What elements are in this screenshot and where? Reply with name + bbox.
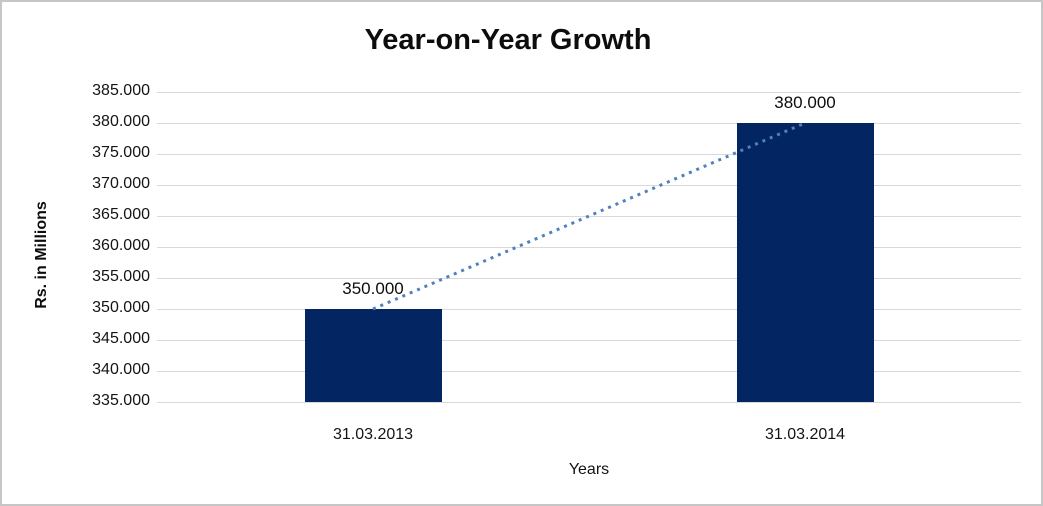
y-tick-label: 355.000 — [92, 268, 150, 285]
gridline — [157, 123, 1021, 124]
x-tick-label: 31.03.2014 — [764, 426, 846, 443]
y-tick-label: 345.000 — [92, 330, 150, 347]
y-tick-label: 380.000 — [92, 113, 150, 130]
data-label: 350.000 — [342, 279, 404, 298]
y-tick-label: 385.000 — [92, 82, 150, 99]
gridline — [157, 309, 1021, 310]
y-tick-label: 335.000 — [92, 392, 150, 409]
y-tick-label: 375.000 — [92, 144, 150, 161]
gridline — [157, 371, 1021, 372]
gridline — [157, 402, 1021, 403]
y-tick-label: 340.000 — [92, 361, 150, 378]
y-tick-label: 365.000 — [92, 206, 150, 223]
trendline — [372, 121, 806, 311]
x-tick-label: 31.03.2013 — [332, 426, 414, 443]
plot-area: 350.000 380.000 — [157, 92, 1021, 403]
gridline — [157, 92, 1021, 93]
chart-title: Year-on-Year Growth — [364, 24, 652, 56]
y-tick-label: 350.000 — [92, 299, 150, 316]
gridline — [157, 185, 1021, 186]
y-tick-label: 360.000 — [92, 237, 150, 254]
gridline — [157, 340, 1021, 341]
gridline — [157, 154, 1021, 155]
bar-31.03.2014 — [736, 123, 874, 402]
y-axis-title: Rs. in Millions — [33, 201, 50, 309]
data-label: 380.000 — [774, 93, 836, 112]
bar-31.03.2013 — [304, 309, 442, 402]
x-axis-title: Years — [568, 461, 610, 478]
gridline — [157, 278, 1021, 279]
y-tick-label: 370.000 — [92, 175, 150, 192]
trendline-segment — [372, 121, 806, 311]
gridline — [157, 247, 1021, 248]
